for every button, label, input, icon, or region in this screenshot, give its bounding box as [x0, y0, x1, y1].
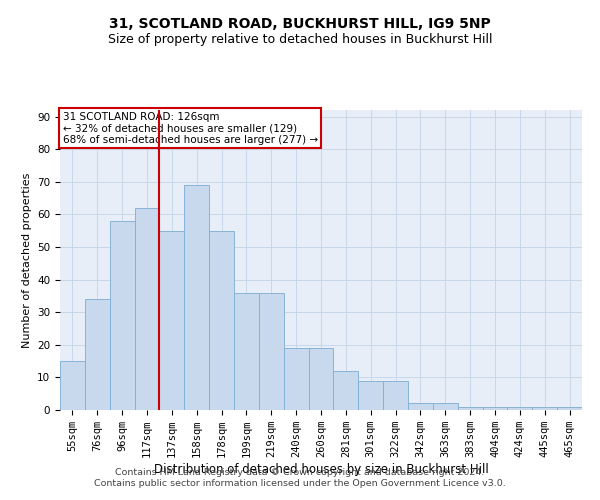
Bar — [557, 406, 582, 410]
Bar — [458, 406, 482, 410]
Bar — [160, 230, 184, 410]
Bar — [358, 380, 383, 410]
Bar — [383, 380, 408, 410]
Text: 31, SCOTLAND ROAD, BUCKHURST HILL, IG9 5NP: 31, SCOTLAND ROAD, BUCKHURST HILL, IG9 5… — [109, 18, 491, 32]
Bar — [334, 371, 358, 410]
Bar — [110, 221, 134, 410]
Text: Size of property relative to detached houses in Buckhurst Hill: Size of property relative to detached ho… — [108, 32, 492, 46]
Text: 31 SCOTLAND ROAD: 126sqm
← 32% of detached houses are smaller (129)
68% of semi-: 31 SCOTLAND ROAD: 126sqm ← 32% of detach… — [62, 112, 318, 144]
Bar — [508, 406, 532, 410]
Bar — [408, 404, 433, 410]
X-axis label: Distribution of detached houses by size in Buckhurst Hill: Distribution of detached houses by size … — [154, 463, 488, 476]
Text: Contains HM Land Registry data © Crown copyright and database right 2024.
Contai: Contains HM Land Registry data © Crown c… — [94, 468, 506, 487]
Bar — [259, 292, 284, 410]
Bar — [134, 208, 160, 410]
Bar — [85, 299, 110, 410]
Bar — [433, 404, 458, 410]
Bar — [209, 230, 234, 410]
Bar — [234, 292, 259, 410]
Bar — [308, 348, 334, 410]
Bar — [284, 348, 308, 410]
Bar — [482, 406, 508, 410]
Bar — [60, 361, 85, 410]
Bar — [532, 406, 557, 410]
Y-axis label: Number of detached properties: Number of detached properties — [22, 172, 32, 348]
Bar — [184, 185, 209, 410]
